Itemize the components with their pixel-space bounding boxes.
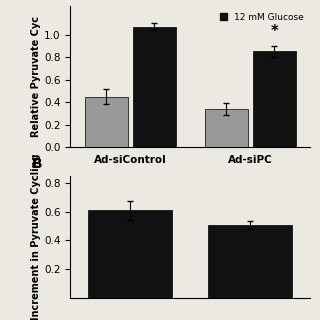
Legend: 12 mM Glucose: 12 mM Glucose	[218, 11, 306, 24]
Y-axis label: Increment in Pyruvate Cycling: Increment in Pyruvate Cycling	[31, 154, 41, 320]
Bar	[88, 210, 172, 298]
Bar	[133, 27, 176, 147]
Bar	[208, 225, 292, 298]
Bar	[205, 109, 248, 147]
Text: *: *	[270, 24, 278, 39]
Text: B: B	[32, 157, 43, 171]
Bar	[253, 52, 296, 147]
Bar	[85, 97, 128, 147]
Y-axis label: Relative Pyruvate Cyc: Relative Pyruvate Cyc	[31, 16, 41, 137]
